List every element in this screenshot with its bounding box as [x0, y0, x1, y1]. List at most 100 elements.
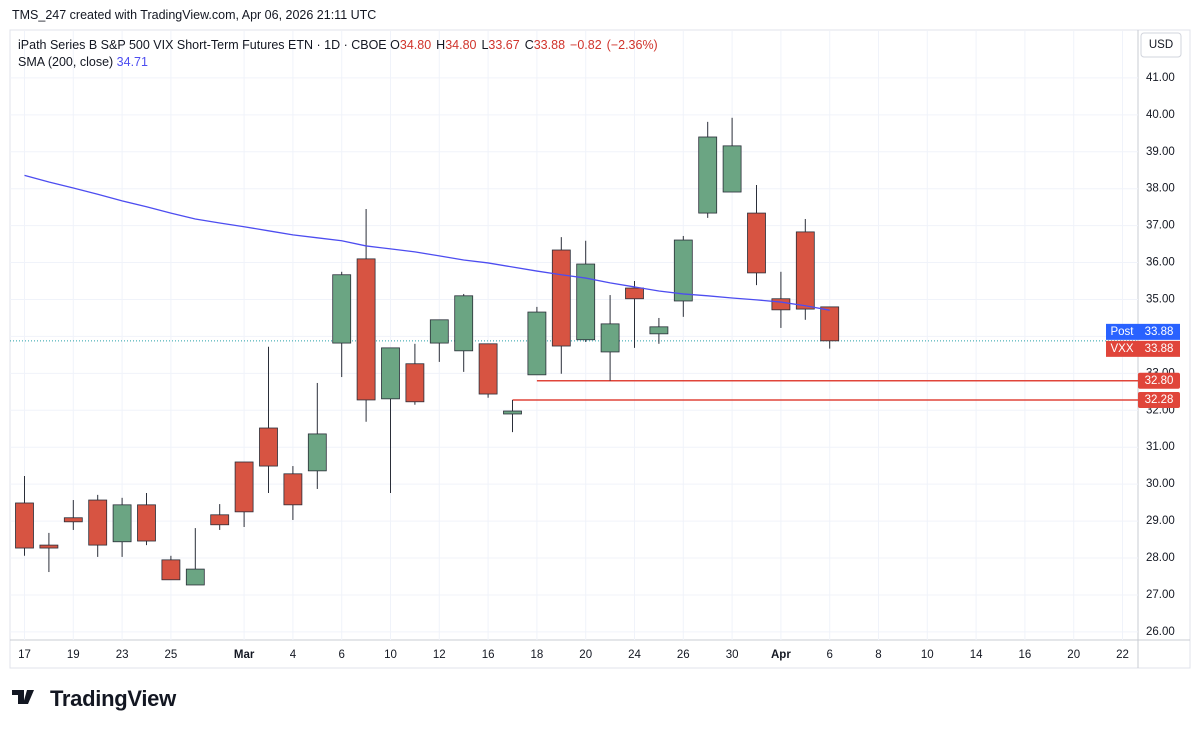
candle-body	[820, 306, 840, 342]
price-label: 33.88	[1145, 343, 1174, 355]
candle-body	[405, 363, 425, 403]
x-tick-label: 20	[579, 649, 592, 661]
candle-body	[15, 502, 34, 549]
brand-logo	[12, 690, 34, 704]
x-tick-label: 26	[677, 649, 690, 661]
price-label-box	[1138, 340, 1180, 357]
candle-body	[137, 504, 156, 542]
x-tick-label: 10	[921, 649, 934, 661]
x-tick-label: 16	[482, 649, 495, 661]
x-tick-label: 14	[970, 649, 983, 661]
x-tick-label: Apr	[771, 649, 791, 661]
candle-body	[698, 136, 718, 214]
ohlc-key: O	[390, 38, 400, 52]
y-tick-label: 31.00	[1146, 441, 1175, 453]
price-label: 32.80	[1145, 375, 1174, 387]
candle-body	[771, 298, 791, 311]
candle-body	[527, 311, 547, 376]
candle-body	[283, 473, 303, 506]
candle-body	[576, 263, 596, 341]
x-tick-label: 10	[384, 649, 397, 661]
y-tick-label: 40.00	[1146, 109, 1175, 121]
ohlc-key: L	[481, 38, 489, 52]
currency-box[interactable]	[1140, 32, 1182, 58]
x-tick-label: 12	[433, 649, 446, 661]
y-tick-label: 41.00	[1146, 72, 1175, 84]
price-label-name-box	[1106, 323, 1138, 340]
candle-body	[503, 410, 522, 415]
price-label-name-box	[1106, 340, 1138, 357]
watermark: TMS_247 created with TradingView.com, Ap…	[12, 8, 377, 22]
x-tick-label: 25	[165, 649, 178, 661]
candle-body	[210, 514, 230, 526]
candle-body	[234, 461, 254, 513]
y-tick-label: 36.00	[1146, 257, 1175, 269]
candle-body	[429, 319, 449, 344]
candle-body	[356, 258, 376, 401]
y-tick-label: 39.00	[1146, 146, 1175, 158]
symbol-row: iPath Series B S&P 500 VIX Short-Term Fu…	[18, 37, 663, 54]
x-tick-label: 22	[1116, 649, 1129, 661]
x-tick-label: 30	[726, 649, 739, 661]
x-tick-label: 23	[116, 649, 129, 661]
candle-body	[478, 343, 498, 395]
candle-body	[454, 295, 474, 352]
ohlc-value: 34.80	[399, 38, 432, 52]
price-label-box	[1138, 372, 1180, 389]
candle-body	[259, 427, 278, 467]
candle-body	[649, 326, 669, 335]
brand: TradingView	[50, 686, 176, 711]
currency: USD	[1149, 39, 1173, 51]
candle-body	[551, 249, 571, 347]
candle-body	[600, 323, 620, 353]
indicator-row: SMA (200, close) 34.71	[18, 54, 663, 71]
candle-body	[88, 499, 108, 546]
candle-body	[381, 347, 400, 400]
indicator-name: SMA (200, close)	[18, 55, 114, 69]
y-tick-label: 30.00	[1146, 478, 1175, 490]
symbol-title: iPath Series B S&P 500 VIX Short-Term Fu…	[18, 38, 387, 52]
x-tick-label: 8	[875, 649, 881, 661]
ohlc-value: 33.67	[488, 38, 520, 52]
change-percent: (−2.36%)	[606, 38, 658, 52]
ohlc-value: 33.88	[533, 38, 566, 52]
candle-body	[161, 559, 181, 581]
candle-body	[747, 212, 766, 274]
candle-body	[625, 287, 644, 300]
candle-body	[307, 433, 327, 472]
price-label: 32.28	[1145, 394, 1174, 406]
price-label-box	[1138, 323, 1180, 340]
candle-body	[112, 504, 132, 543]
x-tick-label: 6	[338, 649, 344, 661]
x-tick-label: 24	[628, 649, 641, 661]
price-label-name: Post	[1110, 326, 1134, 338]
candle-body	[39, 544, 59, 549]
chart-frame	[9, 29, 1191, 669]
x-tick-label: Mar	[234, 649, 255, 661]
candle-body	[795, 231, 815, 310]
candle-body	[332, 274, 352, 344]
x-tick-label: 18	[531, 649, 544, 661]
y-tick-label: 29.00	[1146, 515, 1175, 527]
ohlc-key: C	[524, 38, 534, 52]
candle-body	[63, 517, 83, 523]
y-tick-label: 27.00	[1146, 589, 1175, 601]
candle-body	[673, 239, 693, 302]
y-tick-label: 28.00	[1146, 552, 1175, 564]
indicator-value: 34.71	[116, 55, 148, 69]
ohlc-key: H	[436, 38, 446, 52]
y-tick-label: 35.00	[1146, 294, 1175, 306]
y-tick-label: 37.00	[1146, 220, 1175, 232]
x-tick-label: 20	[1067, 649, 1080, 661]
y-tick-label: 38.00	[1146, 183, 1175, 195]
candle-body	[722, 145, 742, 193]
y-tick-label: 26.00	[1146, 626, 1175, 638]
ohlc-value: 34.80	[445, 38, 477, 52]
sma-line	[24, 174, 830, 311]
x-tick-label: 6	[826, 649, 832, 661]
price-label-name: VXX	[1110, 343, 1133, 355]
x-tick-label: 16	[1019, 649, 1032, 661]
legend: iPath Series B S&P 500 VIX Short-Term Fu…	[18, 37, 663, 71]
price-label-box	[1138, 391, 1180, 408]
